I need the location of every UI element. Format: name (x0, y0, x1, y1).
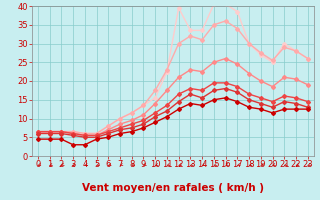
X-axis label: Vent moyen/en rafales ( km/h ): Vent moyen/en rafales ( km/h ) (82, 183, 264, 193)
